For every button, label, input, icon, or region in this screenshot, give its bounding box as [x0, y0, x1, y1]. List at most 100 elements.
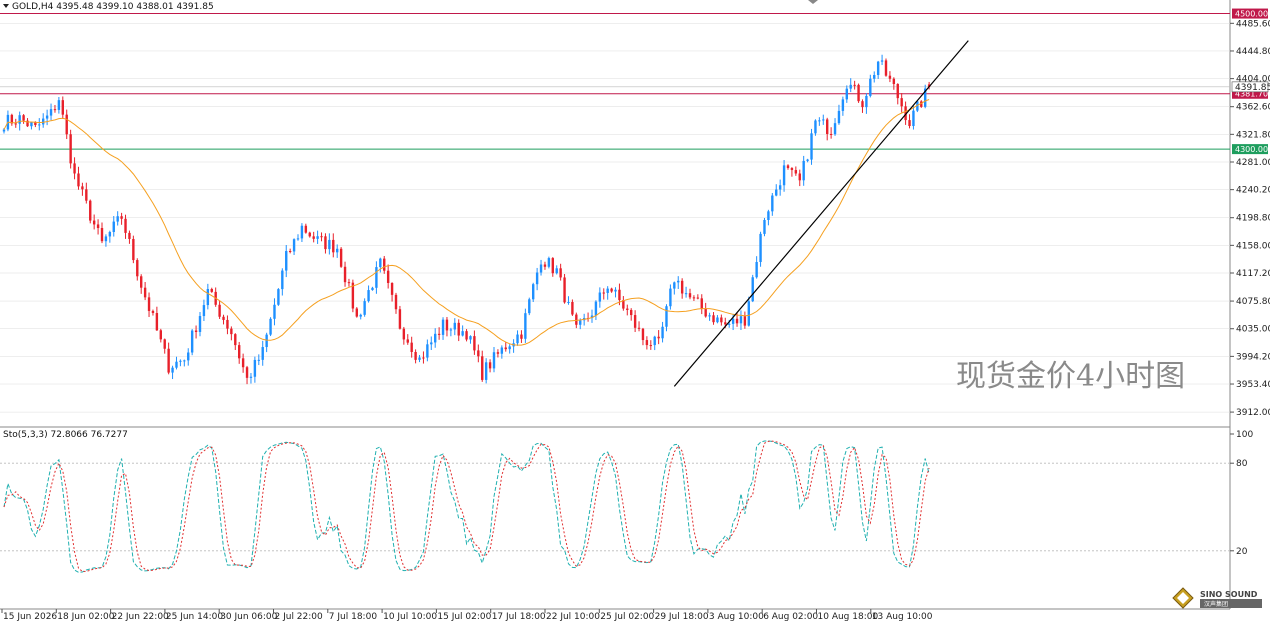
candle-bull — [292, 239, 296, 252]
candle-bear — [712, 315, 715, 323]
candle-bull — [430, 342, 433, 345]
candle-bull — [653, 336, 656, 346]
candle-bear — [892, 78, 896, 85]
moving-average — [3, 99, 930, 346]
candle-bear — [194, 330, 198, 332]
candle-bull — [728, 323, 731, 325]
candle-bull — [45, 115, 49, 119]
candle-bear — [238, 345, 241, 359]
candle-bear — [720, 317, 723, 323]
trendline[interactable] — [673, 40, 969, 387]
candle-bear — [332, 239, 335, 253]
candles — [2, 54, 931, 385]
candle-bear — [622, 300, 625, 309]
candle-bull — [661, 326, 664, 339]
candle-bear — [488, 362, 492, 369]
candle-bear — [735, 318, 739, 324]
candle-bear — [422, 357, 425, 359]
candle-bear — [383, 258, 386, 271]
candle-bull — [594, 301, 598, 316]
candle-bear — [386, 270, 390, 283]
logo-name: SINO SOUND — [1200, 590, 1258, 599]
candle-bear — [394, 294, 398, 310]
candle-bear — [896, 84, 899, 99]
price-tick-label: 4117.20 — [1236, 269, 1270, 279]
grid-lines — [0, 23, 1230, 413]
candle-bear — [34, 122, 37, 125]
price-tick-label: 4240.20 — [1236, 186, 1270, 196]
candle-bear — [308, 232, 311, 237]
candle-bull — [484, 362, 488, 380]
candle-bear — [398, 309, 402, 329]
logo-sub: 汉声集团 — [1204, 600, 1228, 608]
candle-bear — [143, 287, 147, 298]
dropdown-triangle-icon[interactable] — [3, 4, 9, 8]
candle-bear — [128, 232, 131, 239]
logo-sub-box — [1200, 599, 1262, 608]
candle-bear — [410, 342, 413, 352]
candle-bear — [477, 350, 480, 357]
candle-bull — [112, 221, 115, 233]
candle-bear — [339, 248, 343, 267]
candle-bull — [500, 347, 504, 354]
candle-bear — [81, 186, 84, 190]
candle-bear — [559, 268, 562, 278]
candle-bull — [869, 78, 872, 96]
candle-bear — [637, 327, 641, 329]
candle-bear — [155, 313, 159, 331]
candle-bear — [888, 75, 892, 79]
candle-bull — [759, 233, 762, 262]
candle-bull — [614, 289, 617, 292]
candle-bear — [520, 334, 523, 339]
candle-bear — [355, 308, 358, 317]
candle-bull — [441, 319, 445, 335]
candle-bear — [786, 165, 790, 169]
candle-bear — [696, 297, 700, 299]
candle-bull — [606, 288, 609, 293]
price-tick-label: 4158.00 — [1236, 241, 1270, 251]
candle-bear — [602, 292, 605, 294]
candle-bear — [65, 114, 68, 135]
candle-bear — [641, 328, 645, 341]
candle-bull — [367, 290, 370, 302]
candle-bull — [328, 239, 331, 250]
candle-bear — [900, 98, 903, 107]
candle-bear — [89, 200, 92, 221]
price-tick-label: 4444.80 — [1236, 47, 1270, 57]
candle-bull — [449, 329, 453, 331]
candle-bear — [96, 224, 100, 229]
candle-bull — [865, 95, 868, 108]
price-tick-label: 3912.00 — [1236, 408, 1270, 418]
candle-bull — [379, 258, 382, 268]
level-axis-labels: 4500.00 4381.70 4300.00 4391.85 — [1231, 8, 1270, 155]
candle-bear — [884, 60, 888, 76]
candle-bull — [775, 189, 778, 196]
candle-bear — [414, 351, 417, 360]
candle-bear — [857, 84, 860, 102]
candle-bull — [822, 119, 825, 121]
candle-bear — [53, 109, 57, 111]
candle-bull — [598, 292, 602, 302]
candle-bear — [798, 173, 801, 181]
candle-bull — [175, 361, 178, 368]
candle-bear — [312, 236, 315, 239]
candle-bear — [457, 322, 460, 336]
time-tick-label: 10 Aug 18:00 — [818, 612, 879, 621]
candle-bull — [677, 280, 680, 283]
candle-bear — [140, 276, 143, 288]
time-tick-label: 17 Jul 18:00 — [492, 612, 546, 621]
candle-bear — [151, 310, 155, 314]
candle-bull — [375, 267, 378, 288]
candle-bull — [418, 357, 421, 360]
candle-bull — [810, 133, 813, 160]
time-tick-label: 22 Jul 10:00 — [546, 612, 600, 621]
candle-bear — [908, 120, 911, 127]
candle-bull — [763, 220, 766, 234]
ma-line — [3, 99, 930, 346]
candle-bull — [755, 261, 758, 278]
candle-bear — [320, 236, 323, 238]
candle-bull — [818, 120, 821, 122]
candle-bear — [575, 314, 578, 325]
candle-bull — [751, 277, 754, 302]
candle-bear — [241, 358, 245, 368]
